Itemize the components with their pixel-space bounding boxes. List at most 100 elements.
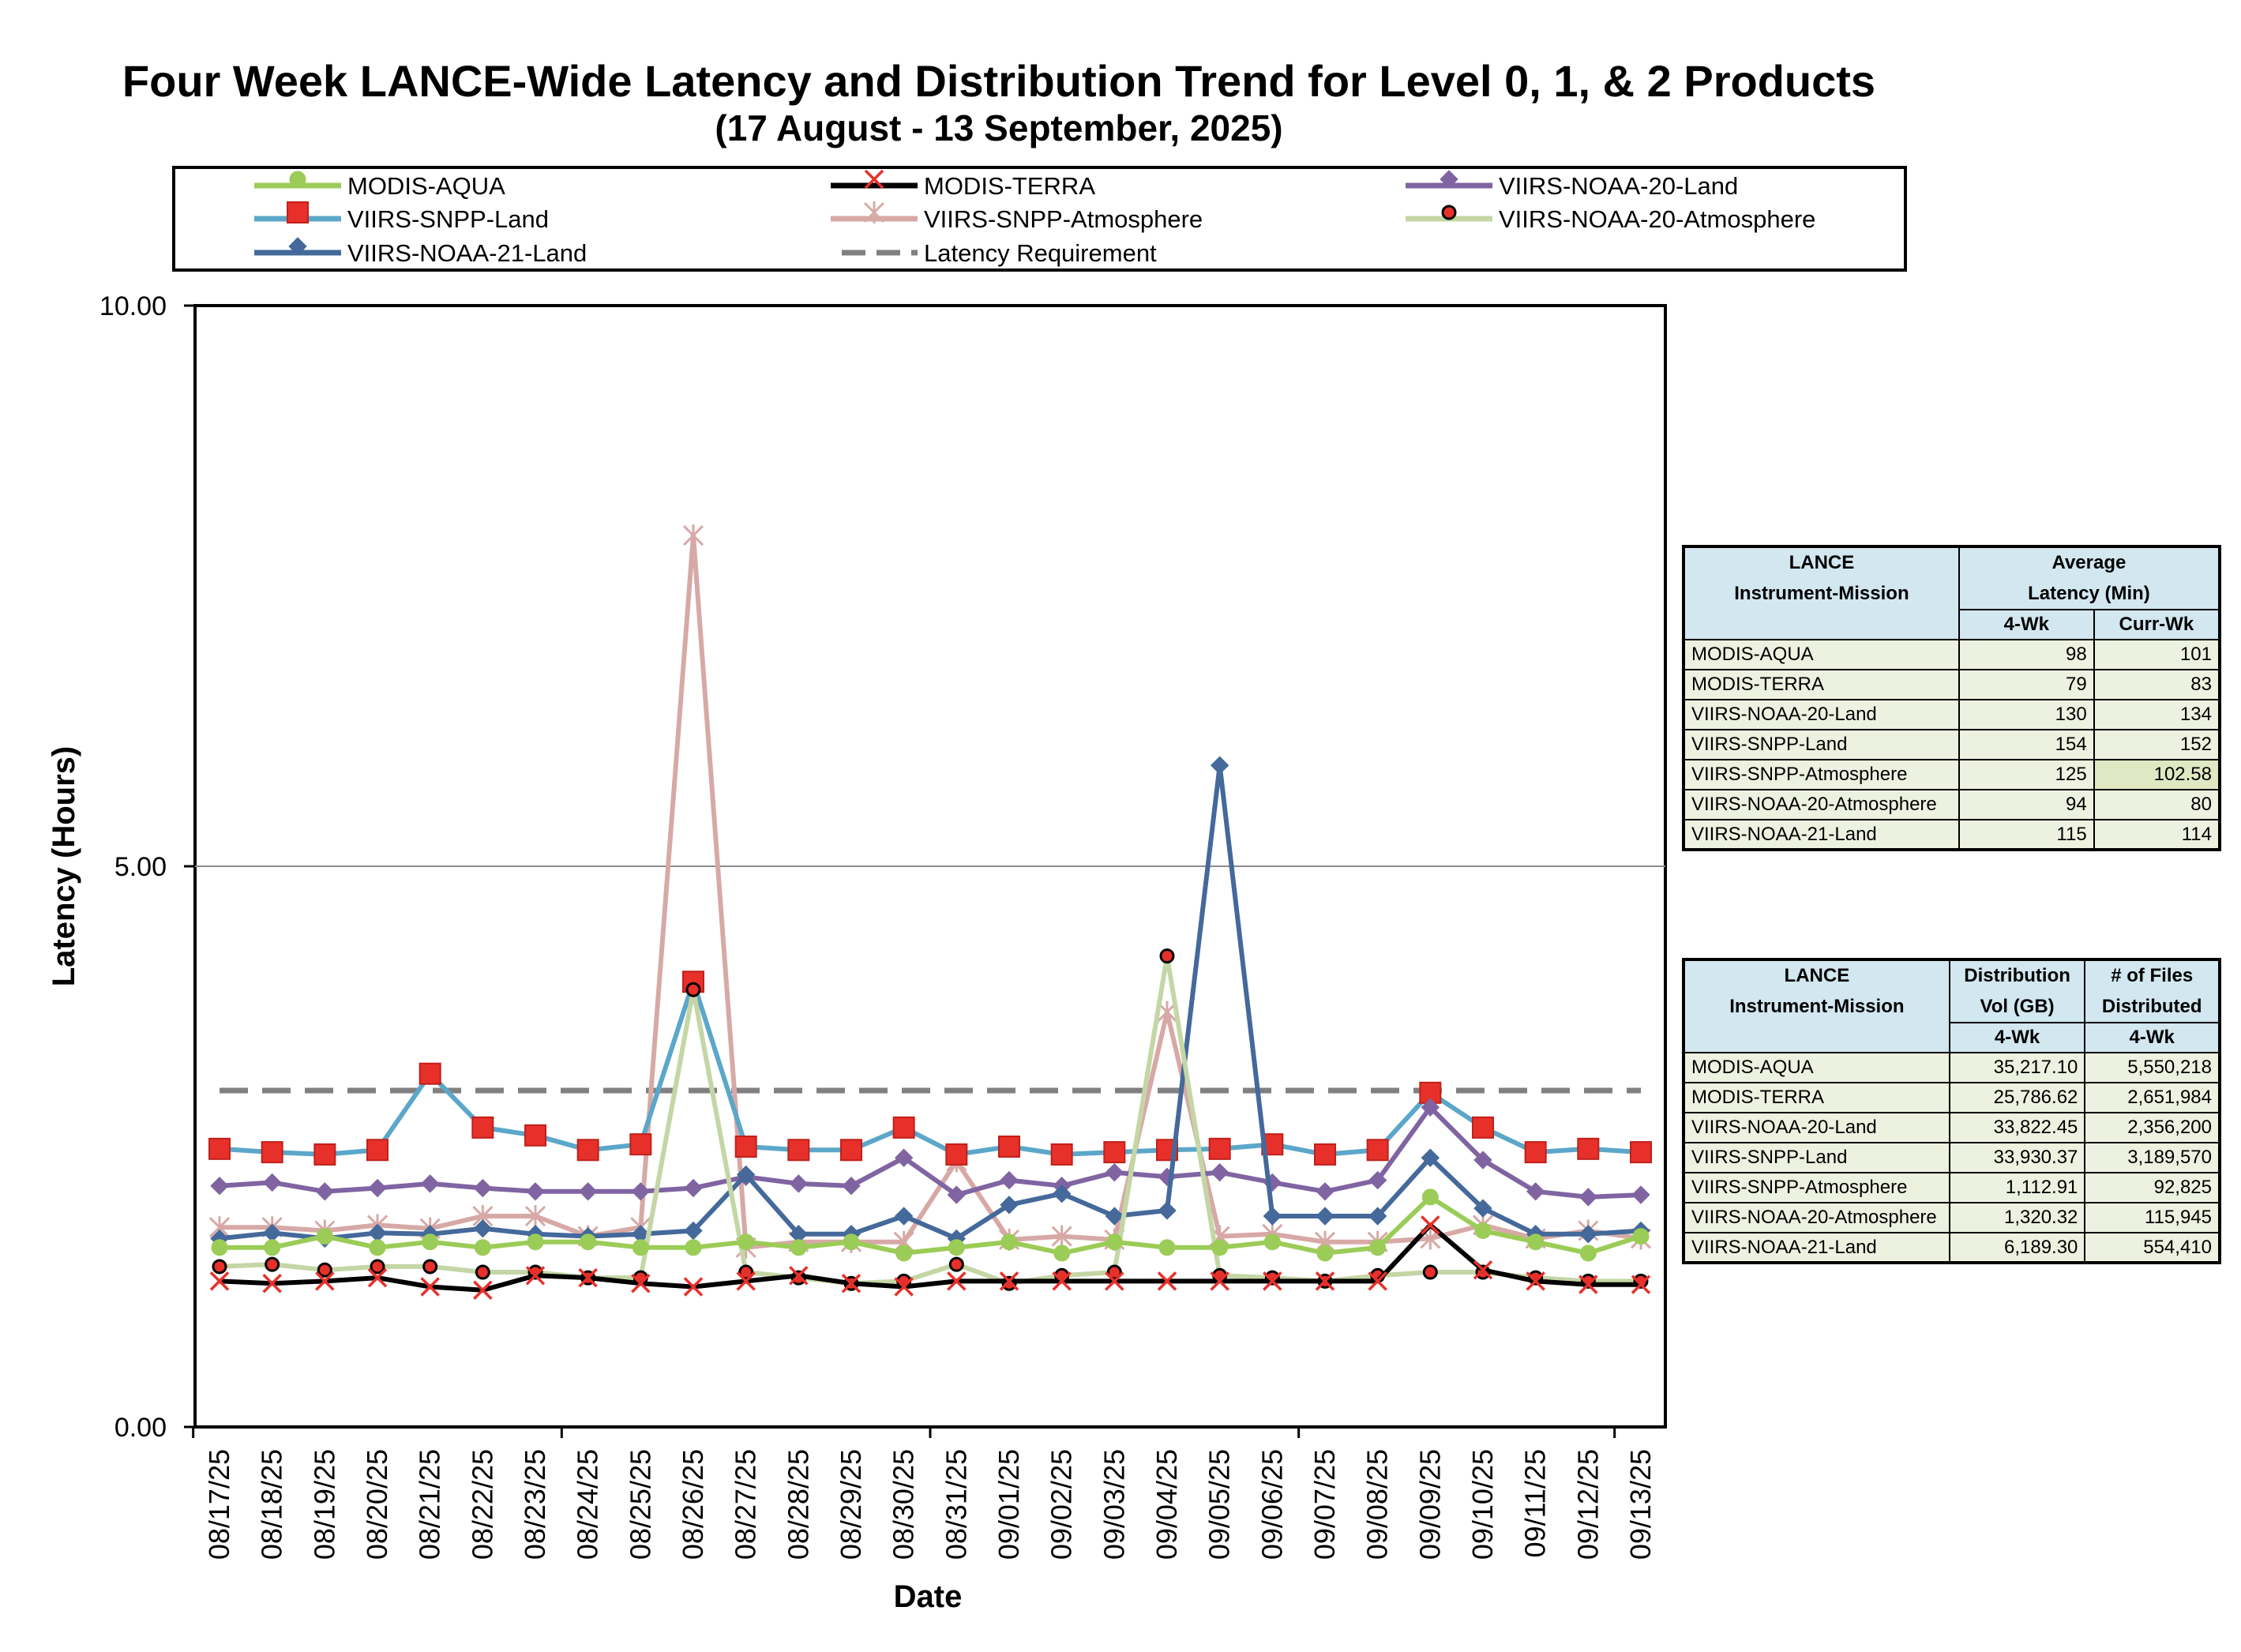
series-line	[220, 533, 1642, 1250]
table-row: VIIRS-SNPP-Land 154 152	[1683, 729, 2221, 760]
point	[1422, 1264, 1438, 1280]
x-tick-label: 08/18/25	[256, 1449, 288, 1560]
point	[1316, 1182, 1334, 1201]
point	[1158, 1201, 1177, 1220]
point	[1314, 1143, 1336, 1166]
mission-name: VIIRS-SNPP-Atmosphere	[1683, 1172, 1950, 1203]
table-row: VIIRS-NOAA-20-Atmosphere 1,320.32 115,945	[1683, 1202, 2220, 1233]
point	[1051, 1225, 1072, 1248]
x-tick-label: 08/25/25	[624, 1449, 656, 1560]
series-line	[220, 1194, 1642, 1256]
point	[524, 1205, 546, 1228]
files-distributed: 554,410	[2084, 1232, 2220, 1263]
x-axis: 08/17/25 08/18/25 08/19/25 08/20/25 08/21/25…	[192, 1427, 1657, 1560]
distributed-header: Distributed	[2084, 991, 2220, 1023]
x-tick-label: 09/07/25	[1308, 1449, 1341, 1560]
legend-label: MODIS-TERRA	[924, 172, 1095, 200]
point	[1524, 1141, 1547, 1164]
point	[685, 1239, 702, 1256]
point	[370, 1259, 385, 1275]
point	[527, 1233, 544, 1251]
point	[684, 1178, 703, 1198]
x-tick-label: 09/03/25	[1098, 1449, 1130, 1560]
four-wk-latency: 154	[1958, 729, 2095, 760]
point	[734, 1136, 757, 1158]
distribution-volume: 25,786.62	[1948, 1082, 2086, 1113]
curr-wk-latency: 80	[2093, 789, 2221, 820]
point	[473, 1178, 493, 1198]
x-tick-label: 08/24/25	[572, 1449, 604, 1560]
legend-item: MODIS-AQUA	[254, 171, 505, 200]
point	[580, 1233, 597, 1251]
table-row: VIIRS-NOAA-20-Land 130 134	[1683, 699, 2221, 730]
point	[1578, 1225, 1598, 1244]
point	[1000, 1233, 1018, 1251]
point	[948, 1239, 965, 1256]
legend-label: VIIRS-NOAA-20-Land	[1499, 172, 1738, 200]
point	[265, 1256, 280, 1272]
point	[631, 1182, 651, 1201]
point	[1440, 170, 1458, 189]
curr-wk-latency: 134	[2093, 699, 2221, 730]
point	[1526, 1182, 1545, 1201]
table-row: MODIS-TERRA 25,786.62 2,651,984	[1683, 1082, 2220, 1113]
table-row: MODIS-TERRA 79 83	[1683, 669, 2221, 700]
point	[683, 1277, 704, 1297]
point	[208, 1137, 231, 1160]
point	[629, 1133, 652, 1156]
legend-label: VIIRS-SNPP-Land	[347, 205, 549, 233]
point	[999, 1271, 1019, 1291]
legend-label: VIIRS-SNPP-Atmosphere	[924, 205, 1203, 233]
four-wk-latency: 94	[1958, 789, 2095, 820]
point	[1158, 1239, 1176, 1256]
point	[1103, 1141, 1126, 1164]
curr-wk-latency: 152	[2093, 729, 2221, 760]
chart-subtitle: (17 August - 13 September, 2025)	[715, 107, 1282, 148]
blank-header	[1683, 1023, 1950, 1053]
mission-name: VIIRS-SNPP-Land	[1683, 729, 1960, 760]
point	[789, 1266, 809, 1286]
point	[1526, 1271, 1545, 1291]
point	[894, 1148, 914, 1167]
legend: MODIS-AQUA MODIS-TERRA VIIRS-NOAA-20-Land V…	[254, 169, 1815, 267]
files-distributed: 3,189,570	[2084, 1142, 2220, 1173]
point	[1000, 1170, 1019, 1190]
table-row: VIIRS-SNPP-Atmosphere 1,112.91 92,825	[1683, 1172, 2220, 1203]
curr-wk-latency: 114	[2093, 819, 2221, 850]
point	[1578, 1275, 1598, 1294]
point	[1315, 1271, 1335, 1291]
x-tick-label: 09/13/25	[1624, 1449, 1657, 1560]
point	[471, 1116, 494, 1139]
point	[1421, 1098, 1440, 1117]
x-tick-label: 08/17/25	[203, 1449, 235, 1560]
point	[578, 1267, 598, 1288]
mission-name: VIIRS-NOAA-21-Land	[1683, 819, 1960, 850]
latency-min-header: Latency (Min)	[1958, 578, 2221, 610]
legend-label: VIIRS-NOAA-20-Atmosphere	[1499, 205, 1815, 233]
point	[894, 1207, 914, 1226]
point	[315, 1271, 335, 1291]
point	[369, 1239, 386, 1256]
point	[262, 1274, 282, 1293]
point	[738, 1233, 755, 1251]
table-row: VIIRS-NOAA-21-Land 6,189.30 554,410	[1683, 1232, 2220, 1263]
x-tick-label: 08/30/25	[888, 1449, 920, 1560]
point	[1631, 1185, 1650, 1204]
four-wk-header: 4-Wk	[1958, 609, 2095, 640]
point	[1472, 1116, 1494, 1139]
point	[1210, 1271, 1229, 1291]
point	[948, 1256, 964, 1272]
series-modis-aqua	[211, 1188, 1650, 1262]
legend-item: VIIRS-NOAA-21-Land	[254, 237, 587, 267]
point	[262, 1173, 282, 1192]
point	[1106, 1264, 1122, 1280]
point	[736, 1165, 756, 1185]
point	[1473, 1260, 1493, 1280]
table-row: VIIRS-SNPP-Atmosphere 125 102.58	[1683, 759, 2221, 790]
x-tick-label: 09/01/25	[993, 1449, 1025, 1560]
legend-item: Latency Requirement	[842, 239, 1157, 267]
point	[1000, 1196, 1019, 1215]
point	[1421, 1148, 1440, 1167]
x-tick-label: 09/11/25	[1519, 1449, 1552, 1557]
point	[1157, 1271, 1177, 1291]
